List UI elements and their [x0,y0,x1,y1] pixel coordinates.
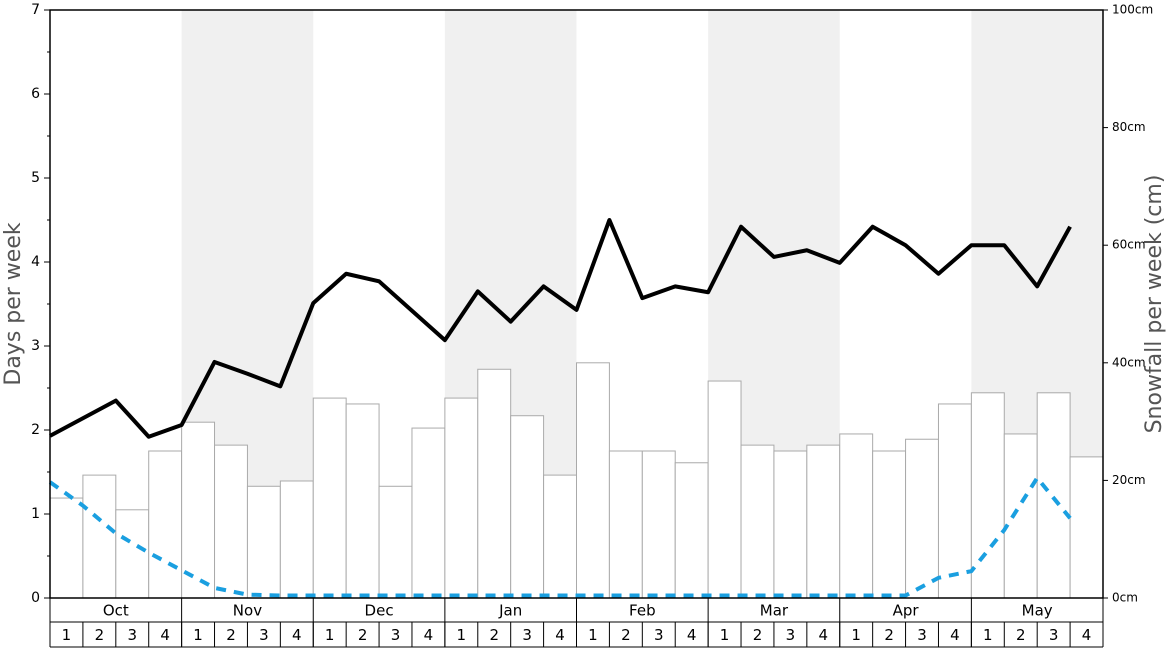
week-label: 2 [226,626,236,644]
bar [1069,456,1104,599]
week-label: 3 [522,626,532,644]
bar [905,438,939,599]
y2-tick-label: 20cm [1112,473,1146,487]
y2-tick-label: 60cm [1112,238,1146,252]
bar [872,450,907,599]
week-label: 2 [1016,626,1026,644]
bar [707,380,742,599]
week-label: 1 [62,626,72,644]
bar [82,474,117,599]
y2-tick-label: 80cm [1112,120,1146,134]
line [49,218,1072,439]
bar [970,392,1005,599]
week-label: 2 [621,626,631,644]
month-label: Dec [365,602,394,620]
y-tick-label: 5 [31,170,40,186]
y-tick-label: 6 [31,86,40,102]
bar [674,462,709,599]
week-label: 3 [127,626,137,644]
week-label: 4 [819,626,829,644]
y-tick-label: 1 [31,506,40,522]
bar [246,485,281,599]
month-label: May [1022,602,1053,620]
y-tick-label: 4 [31,254,40,270]
bar [937,403,972,599]
bar [1003,433,1038,599]
month-label: Jan [498,602,522,620]
y2-tick-label: 0cm [1112,591,1138,605]
dashed-line [48,475,1072,598]
month-label: Oct [103,602,129,620]
week-label: 2 [753,626,763,644]
y-tick-label: 7 [31,2,40,18]
month-label: Nov [233,602,262,620]
week-label: 4 [1082,626,1092,644]
week-label: 4 [160,626,170,644]
bar [806,444,841,599]
week-label: 1 [193,626,203,644]
week-label: 4 [687,626,697,644]
week-label: 4 [424,626,434,644]
week-label: 3 [1049,626,1059,644]
bar [641,450,676,599]
week-label: 4 [950,626,960,644]
week-label: 3 [391,626,401,644]
week-label: 2 [489,626,499,644]
month-label: Mar [760,602,789,620]
week-label: 2 [884,626,894,644]
week-label: 3 [917,626,927,644]
week-label: 4 [292,626,302,644]
bar [115,509,150,599]
week-label: 1 [851,626,861,644]
week-label: 3 [259,626,269,644]
bar [345,403,380,599]
week-label: 1 [457,626,467,644]
bar [839,433,874,599]
y-tick-label: 3 [31,338,40,354]
bar [181,421,216,599]
week-label: 3 [654,626,664,644]
bar [148,450,183,599]
bar [543,474,577,599]
bar [279,480,314,599]
bar [608,450,643,599]
week-label: 2 [95,626,105,644]
week-label: 4 [555,626,565,644]
week-label: 1 [983,626,993,644]
week-label: 1 [720,626,730,644]
bar [411,427,446,599]
bar [773,450,808,599]
y2-tick-label: 100cm [1112,3,1153,17]
week-label: 3 [786,626,796,644]
bar [740,444,775,599]
bar [477,368,512,599]
week-label: 1 [325,626,335,644]
bar [510,415,545,599]
y2-tick-label: 40cm [1112,355,1146,369]
y-tick-label: 0 [31,590,40,606]
y-axis-label: Days per week [1,222,26,385]
bar [49,497,84,599]
y-tick-label: 2 [31,422,40,438]
bar [312,397,347,599]
bar [378,485,413,599]
bar [1036,392,1071,599]
week-label: 2 [358,626,368,644]
bar [444,397,479,599]
week-label: 1 [588,626,598,644]
bar [214,444,248,599]
y2-axis-label: Snowfall per week (cm) [1142,175,1167,434]
month-label: Apr [893,602,920,620]
month-label: Feb [629,602,656,620]
bar [576,362,610,599]
